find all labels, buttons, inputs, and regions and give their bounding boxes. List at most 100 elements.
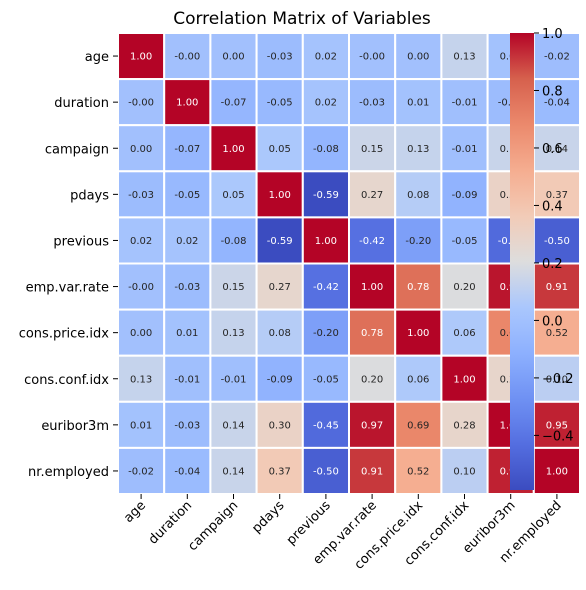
colorbar-gradient xyxy=(510,33,534,490)
heatmap-cell xyxy=(209,308,258,357)
heatmap-cell xyxy=(255,446,304,495)
cell-value-label: 0.37 xyxy=(546,190,568,201)
cell-value-label: -0.07 xyxy=(174,144,200,155)
cell-value-label: -0.05 xyxy=(313,374,339,385)
colorbar-tick-label: 0.8 xyxy=(542,84,563,99)
cell-value-label: 0.69 xyxy=(407,420,429,431)
cell-value-label: -0.05 xyxy=(174,190,200,201)
y-tick-label: age xyxy=(85,50,109,65)
colorbar-tick-label: 0.6 xyxy=(542,142,563,157)
cell-value-label: -0.59 xyxy=(313,190,339,201)
cell-value-label: 0.27 xyxy=(361,190,383,201)
heatmap-cell xyxy=(255,262,304,311)
cell-value-label: 0.02 xyxy=(315,52,337,63)
colorbar-tick-label: 0.4 xyxy=(542,199,563,214)
heatmap-cell xyxy=(163,446,212,495)
colorbar-tick-label: −0.2 xyxy=(542,372,574,387)
y-tick-label: pdays xyxy=(70,188,109,203)
cell-value-label: -0.05 xyxy=(267,98,293,109)
x-tick-label: campaign xyxy=(185,498,241,554)
heatmap-cell xyxy=(394,32,443,81)
cell-value-label: -0.04 xyxy=(544,98,570,109)
colorbar-tick-label: 1.0 xyxy=(542,27,563,42)
cell-value-label: -0.03 xyxy=(128,190,154,201)
heatmap-cell xyxy=(394,354,443,403)
cell-value-label: -0.01 xyxy=(174,374,200,385)
cell-value-label: -0.03 xyxy=(174,420,200,431)
cell-value-label: -0.08 xyxy=(313,144,339,155)
cell-value-label: -0.04 xyxy=(174,466,200,477)
heatmap-cell xyxy=(532,308,581,357)
cell-value-label: 0.97 xyxy=(361,420,383,431)
y-axis-labels: age duration campaign pdays previous emp.var.… xyxy=(19,50,118,480)
heatmap-cell xyxy=(532,170,581,219)
heatmap-cell xyxy=(394,78,443,127)
heatmap-cell xyxy=(440,308,489,357)
heatmap-cell xyxy=(301,216,350,265)
cell-value-label: 0.52 xyxy=(407,466,429,477)
cell-value-label: -0.01 xyxy=(452,98,478,109)
heatmap-cell xyxy=(117,78,166,127)
y-tick-label: previous xyxy=(53,234,109,249)
cell-value-label: 0.01 xyxy=(130,420,152,431)
y-tick-label: cons.price.idx xyxy=(19,327,110,342)
cell-value-label: -0.20 xyxy=(313,328,339,339)
cell-value-label: 0.30 xyxy=(269,420,291,431)
x-tick-label: age xyxy=(121,498,149,526)
cell-value-label: 0.02 xyxy=(130,236,152,247)
heatmap-cell xyxy=(532,446,581,495)
cell-value-label: 0.91 xyxy=(546,282,568,293)
cell-value-label: 0.52 xyxy=(546,328,568,339)
cell-value-label: -0.00 xyxy=(128,98,154,109)
heatmap-cell xyxy=(209,124,258,173)
cell-value-label: 0.05 xyxy=(269,144,291,155)
cell-value-label: 0.00 xyxy=(130,328,152,339)
cell-value-label: 0.15 xyxy=(222,282,244,293)
cell-value-label: 0.08 xyxy=(269,328,291,339)
heatmap-cell xyxy=(163,32,212,81)
heatmap-cell xyxy=(301,124,350,173)
colorbar-tick-label: 0.0 xyxy=(542,314,563,329)
cell-value-label: 0.28 xyxy=(453,420,475,431)
heatmap-cell xyxy=(301,400,350,449)
cell-value-label: -0.20 xyxy=(405,236,431,247)
cell-value-label: -0.09 xyxy=(452,190,478,201)
cell-value-label: -0.01 xyxy=(221,374,247,385)
cell-value-label: 0.13 xyxy=(130,374,152,385)
cell-value-label: 0.13 xyxy=(222,328,244,339)
cell-value-label: 1.00 xyxy=(407,328,429,339)
cell-value-label: 1.00 xyxy=(453,374,475,385)
cell-value-label: -0.42 xyxy=(313,282,339,293)
cell-value-label: 1.00 xyxy=(315,236,337,247)
cell-value-label: -0.03 xyxy=(359,98,385,109)
cell-value-label: 1.00 xyxy=(269,190,291,201)
cell-value-label: 0.10 xyxy=(546,374,568,385)
cell-value-label: 0.95 xyxy=(546,420,568,431)
heatmap-cell xyxy=(532,354,581,403)
cell-value-label: -0.03 xyxy=(174,282,200,293)
cell-value-label: 0.02 xyxy=(315,98,337,109)
cell-value-label: -0.02 xyxy=(544,52,570,63)
heatmap-cell xyxy=(440,262,489,311)
cell-value-label: 1.00 xyxy=(546,466,568,477)
heatmap-grid: 1.00 -0.00 0.00 -0.03 0.02 -0.00 0.00 0.13 0.01 -… xyxy=(117,32,581,495)
cell-value-label: 0.01 xyxy=(407,98,429,109)
heatmap-cell xyxy=(301,354,350,403)
cell-value-label: -0.01 xyxy=(452,144,478,155)
heatmap-cell xyxy=(440,354,489,403)
heatmap-cell xyxy=(348,124,397,173)
cell-value-label: 1.00 xyxy=(222,144,244,155)
cell-value-label: 0.27 xyxy=(269,282,291,293)
cell-value-label: 0.00 xyxy=(130,144,152,155)
heatmap-cell xyxy=(348,78,397,127)
cell-value-label: 0.00 xyxy=(222,52,244,63)
cell-value-label: 1.00 xyxy=(361,282,383,293)
y-tick-label: campaign xyxy=(45,142,109,157)
cell-value-label: 0.06 xyxy=(407,374,429,385)
cell-value-label: 0.00 xyxy=(407,52,429,63)
heatmap-cell xyxy=(440,446,489,495)
cell-value-label: 0.20 xyxy=(453,282,475,293)
cell-value-label: -0.09 xyxy=(267,374,293,385)
